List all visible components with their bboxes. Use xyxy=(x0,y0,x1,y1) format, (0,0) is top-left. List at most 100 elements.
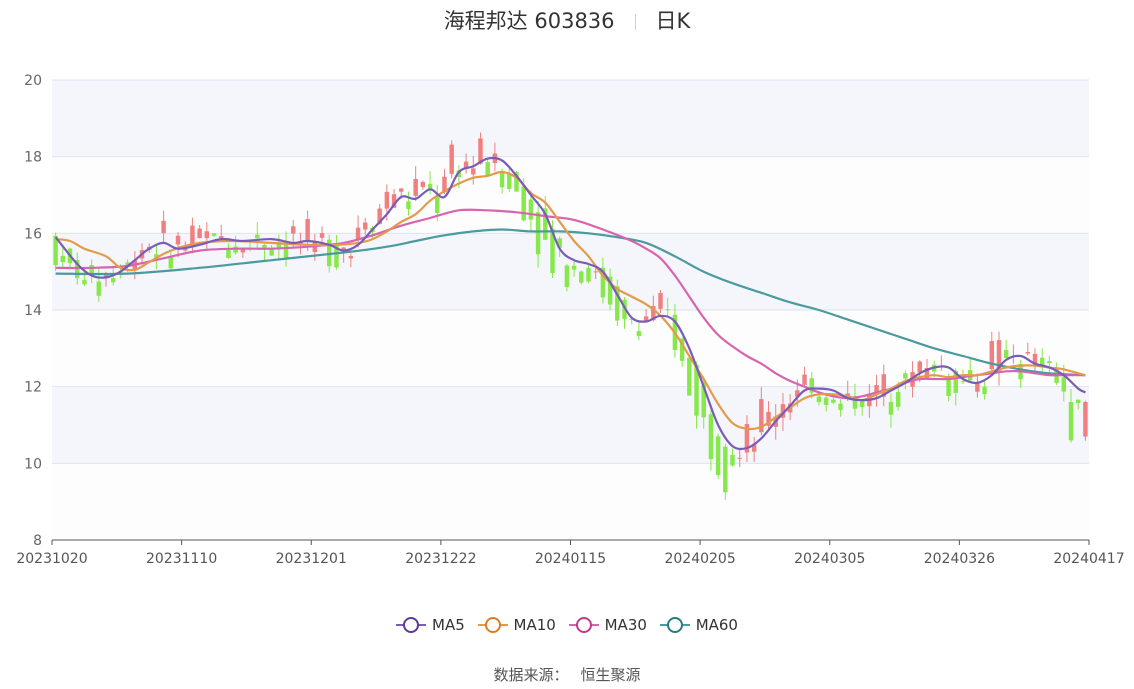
y-tick-label: 18 xyxy=(24,150,42,166)
candle-body xyxy=(989,341,995,370)
candle-body xyxy=(262,244,267,250)
y-tick-label: 10 xyxy=(24,456,42,472)
candle-body xyxy=(190,225,195,248)
candle-body xyxy=(226,250,231,258)
candle-body xyxy=(60,255,66,263)
candle-body xyxy=(579,271,584,283)
x-tick-label: 20231222 xyxy=(405,551,476,567)
legend-ma5-label: MA5 xyxy=(432,616,465,634)
candle-body xyxy=(701,381,706,418)
candle-body xyxy=(442,176,447,193)
candle-body xyxy=(946,376,951,396)
candle-body xyxy=(204,231,210,239)
plot-band xyxy=(52,80,1089,157)
candle-body xyxy=(384,191,390,209)
candle-body xyxy=(1003,349,1009,359)
candle-body xyxy=(845,393,850,396)
candle-body xyxy=(953,371,959,393)
legend-ma30-marker xyxy=(568,617,599,633)
candle-body xyxy=(643,316,649,322)
candle-body xyxy=(593,271,598,273)
legend-ma10-marker xyxy=(477,617,508,633)
candle-body xyxy=(471,168,476,175)
candle-body xyxy=(413,178,418,196)
candle-body xyxy=(809,378,814,393)
candle-body xyxy=(154,254,159,258)
candle-body xyxy=(1083,402,1088,437)
legend-ma60[interactable]: MA60 xyxy=(659,616,738,634)
legend-ma60-label: MA60 xyxy=(695,616,738,634)
candle-body xyxy=(543,208,548,240)
legend-ma30-label: MA30 xyxy=(604,616,647,634)
candle-body xyxy=(363,222,368,230)
period-label: 日K xyxy=(655,9,691,33)
x-tick-label: 20240115 xyxy=(535,551,606,567)
candle-body xyxy=(795,390,800,397)
candle-body xyxy=(507,174,512,189)
candle-body xyxy=(521,186,526,221)
source-label: 数据来源： xyxy=(493,666,569,684)
y-tick-label: 14 xyxy=(24,303,42,319)
candle-body xyxy=(1039,357,1045,366)
candle-body xyxy=(586,267,591,282)
candle-body xyxy=(550,228,555,273)
candle-body xyxy=(427,184,433,191)
candle-body xyxy=(1032,353,1038,364)
candle-body xyxy=(658,293,663,309)
candle-body xyxy=(615,286,620,321)
candle-body xyxy=(168,256,174,269)
candle-body xyxy=(975,381,980,392)
candle-body xyxy=(219,236,224,239)
candle-body xyxy=(305,219,310,240)
x-tick-label: 20240305 xyxy=(794,551,865,567)
candle-body xyxy=(82,280,87,285)
candle-body xyxy=(600,267,606,298)
candle-body xyxy=(348,256,354,259)
legend-ma5[interactable]: MA5 xyxy=(396,616,465,634)
candle-body xyxy=(341,247,346,250)
candle-body xyxy=(903,373,908,379)
legend: MA5 MA10 MA30 MA60 xyxy=(0,612,1134,634)
candle-body xyxy=(255,234,260,239)
candle-body xyxy=(535,212,541,255)
candle-body xyxy=(283,243,289,258)
candle-body xyxy=(982,386,987,395)
candle-body xyxy=(744,424,750,453)
candle-body xyxy=(161,220,166,234)
y-tick-label: 12 xyxy=(24,380,42,396)
candle-body xyxy=(687,357,692,396)
candle-body xyxy=(240,249,246,253)
candle-body xyxy=(571,265,577,270)
candle-body xyxy=(917,361,922,373)
candle-body xyxy=(435,197,440,214)
candle-body xyxy=(859,400,865,408)
candle-body xyxy=(708,414,714,460)
candle-body xyxy=(463,161,469,169)
candle-body xyxy=(723,446,728,493)
title-separator xyxy=(634,14,636,30)
legend-ma5-marker xyxy=(396,617,426,633)
y-tick-label: 16 xyxy=(24,226,42,242)
plot-band xyxy=(52,310,1089,387)
legend-ma10[interactable]: MA10 xyxy=(477,616,556,634)
candle-body xyxy=(125,262,130,266)
candle-body xyxy=(399,188,404,192)
candle-body xyxy=(838,403,843,410)
x-tick-label: 20240326 xyxy=(924,551,995,567)
plot-background xyxy=(52,80,1089,540)
candle-body xyxy=(449,144,454,174)
ma60-line xyxy=(55,228,1086,377)
candle-body xyxy=(110,277,116,283)
candle-body xyxy=(211,233,217,236)
candle-body xyxy=(420,181,426,188)
candle-body xyxy=(874,385,879,395)
candle-body xyxy=(888,401,894,415)
y-axis: 8 10 12 14 16 18 20 xyxy=(24,73,42,549)
x-tick-label: 20231020 xyxy=(16,551,87,567)
candle-body xyxy=(607,276,613,305)
candle-body xyxy=(737,457,742,459)
candle-body xyxy=(1025,352,1031,354)
legend-ma30[interactable]: MA30 xyxy=(568,616,647,634)
candle-body xyxy=(528,199,534,220)
